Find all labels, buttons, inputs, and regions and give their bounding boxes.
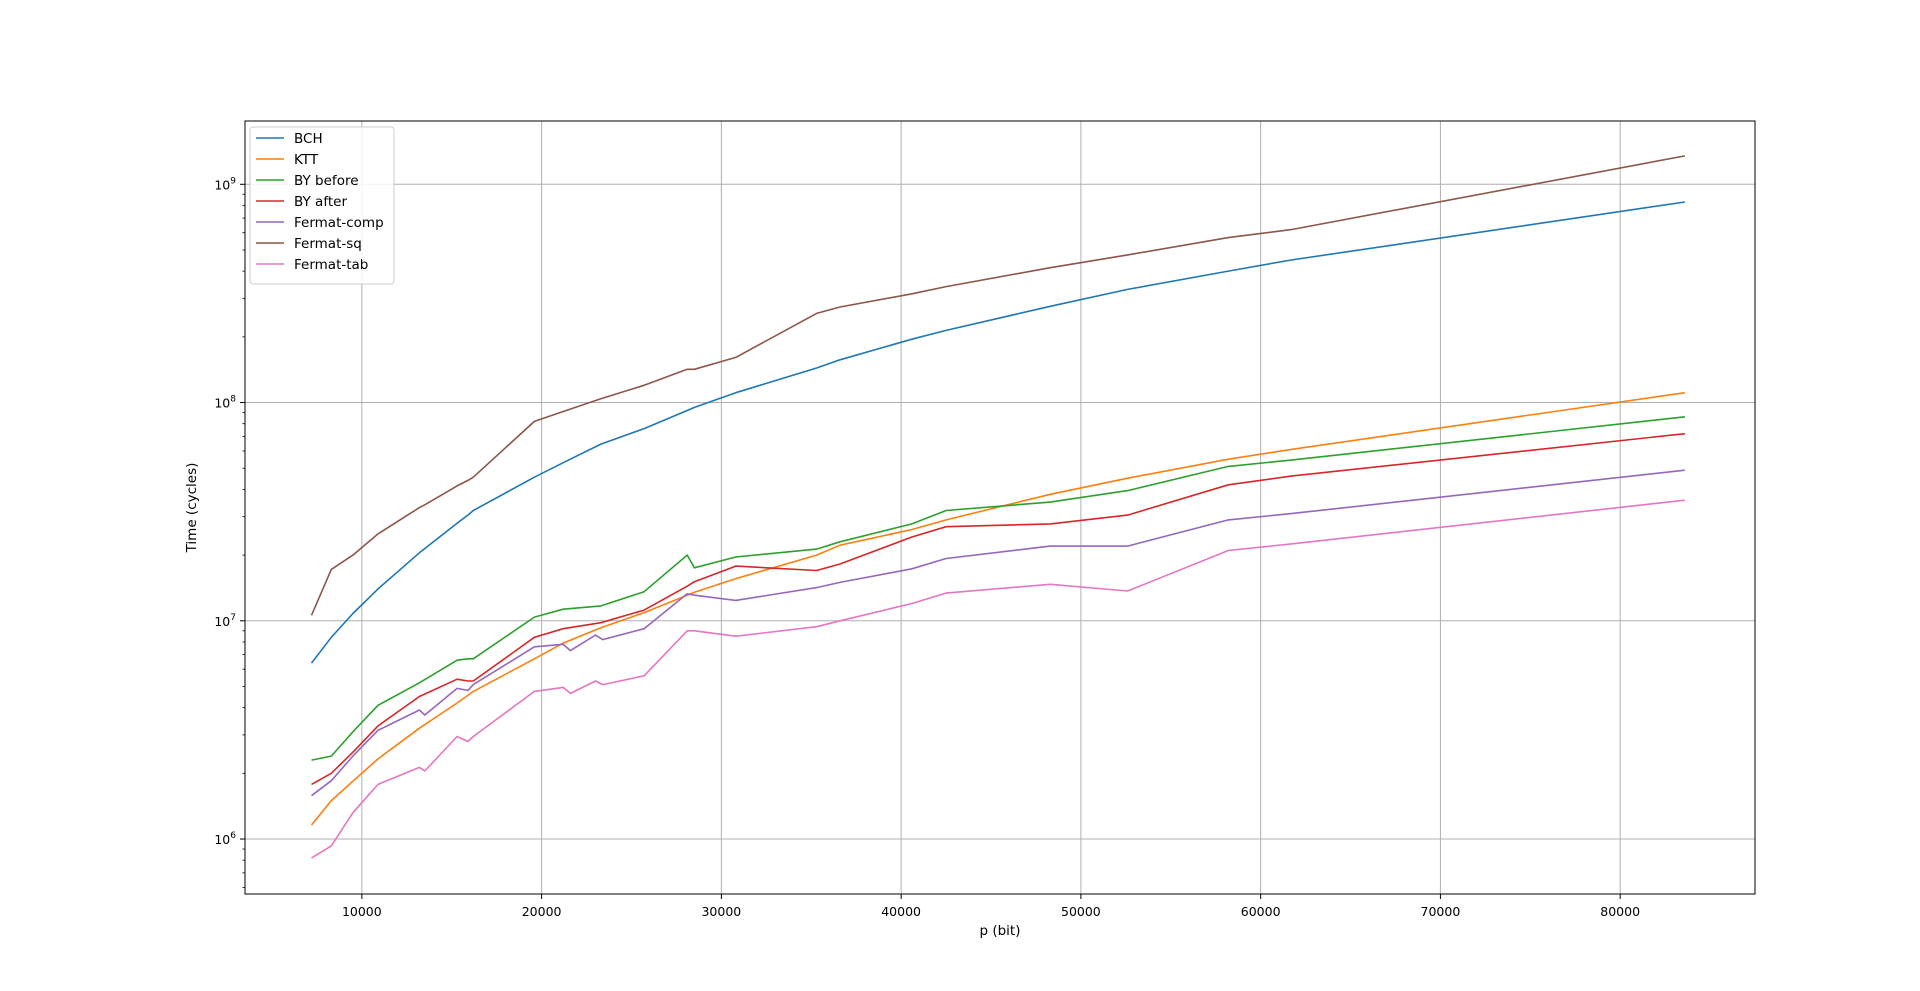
x-tick-label: 70000 <box>1421 904 1461 919</box>
x-tick-label: 30000 <box>701 904 741 919</box>
x-axis-ticks: 10000 20000 30000 40000 50000 60000 70000 80000 <box>342 894 1640 919</box>
legend-entry: BY after <box>256 194 347 210</box>
y-tick-label: 109 <box>214 176 236 192</box>
y-tick-label: 108 <box>214 395 236 411</box>
legend-box <box>249 126 395 285</box>
series-lines <box>310 155 1686 859</box>
x-tick-label: 50000 <box>1061 904 1101 919</box>
legend-entry: Fermat-comp <box>256 215 384 231</box>
legend-label: BY after <box>294 194 347 210</box>
x-tick-label: 10000 <box>342 904 382 919</box>
legend-label: Fermat-sq <box>294 236 362 252</box>
legend-label: BY before <box>294 173 359 189</box>
y-tick-label: 107 <box>214 613 236 629</box>
series-line-by-after <box>311 432 1685 786</box>
legend-label: BCH <box>294 131 323 147</box>
series-line-ktt <box>310 391 1686 826</box>
legend-entry: KTT <box>256 152 319 168</box>
y-axis-label: Time (cycles) <box>184 463 200 554</box>
legend-entry: BCH <box>256 131 323 147</box>
series-line-fermat-tab <box>311 499 1685 859</box>
legend-entry: Fermat-sq <box>256 236 362 252</box>
x-tick-label: 60000 <box>1241 904 1281 919</box>
legend-label: KTT <box>294 152 319 168</box>
x-tick-label: 40000 <box>881 904 921 919</box>
legend-entry: BY before <box>256 173 359 189</box>
series-line-fermat-comp <box>311 469 1685 797</box>
legend-label: Fermat-tab <box>294 257 368 273</box>
plot-area-frame <box>244 120 1756 895</box>
legend-entry: Fermat-tab <box>256 257 368 273</box>
y-axis-ticks: 106 107 108 109 <box>214 176 245 888</box>
legend: BCH KTT BY before BY after Fermat-comp Fermat… <box>249 126 395 285</box>
x-axis-label: p (bit) <box>979 923 1020 939</box>
x-tick-label: 80000 <box>1600 904 1640 919</box>
legend-label: Fermat-comp <box>294 215 384 231</box>
y-tick-label: 106 <box>214 831 236 847</box>
x-tick-label: 20000 <box>522 904 562 919</box>
series-line-fermat-sq <box>310 155 1686 616</box>
grid-lines <box>245 121 1755 894</box>
series-line-by-before <box>311 416 1685 761</box>
series-line-bch <box>310 201 1686 664</box>
